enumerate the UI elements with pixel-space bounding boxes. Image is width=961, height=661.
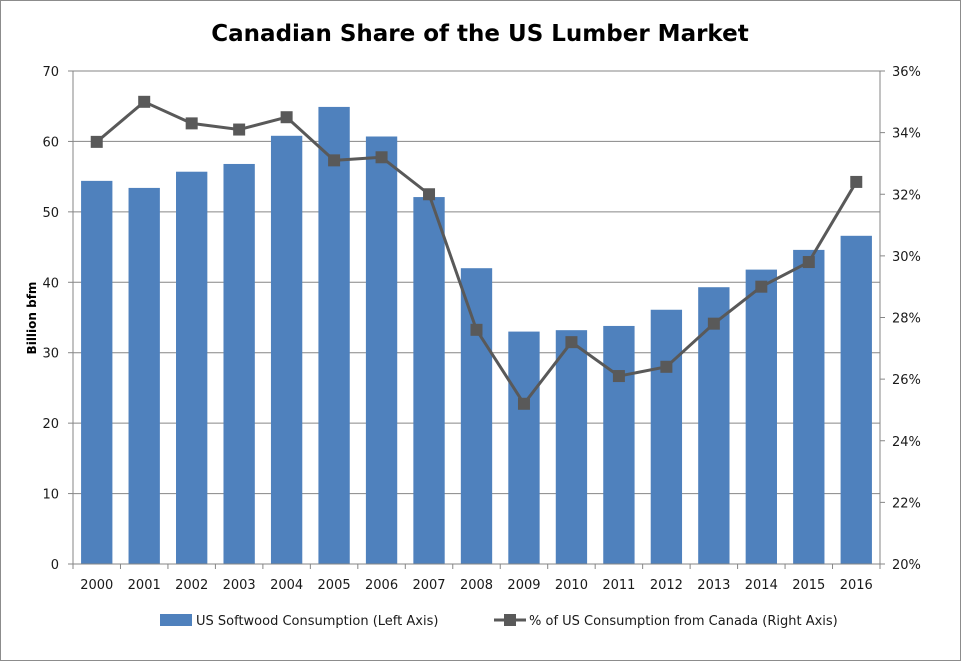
line-marker <box>375 151 388 164</box>
x-tick-label: 2012 <box>650 578 683 593</box>
x-tick-label: 2003 <box>223 578 256 593</box>
left-tick-label: 30 <box>42 347 59 362</box>
legend-item-line: % of US Consumption from Canada (Right A… <box>494 614 838 629</box>
left-tick-label: 20 <box>42 417 59 432</box>
x-tick-label: 2015 <box>792 578 825 593</box>
line-series <box>90 95 863 410</box>
line-marker <box>423 188 436 201</box>
line-marker <box>138 95 151 108</box>
bar <box>270 135 303 564</box>
x-tick-label: 2000 <box>80 578 113 593</box>
left-tick-label: 70 <box>42 65 59 80</box>
right-tick-label: 20% <box>892 558 921 573</box>
bar <box>650 309 683 564</box>
bar <box>413 197 445 564</box>
x-tick-label: 2009 <box>507 578 540 593</box>
bar <box>128 187 160 564</box>
left-tick-label: 60 <box>42 135 59 150</box>
x-tick-label: 2008 <box>460 578 493 593</box>
right-tick-label: 34% <box>892 127 921 142</box>
right-tick-label: 22% <box>892 496 921 511</box>
bar <box>508 331 540 564</box>
x-tick-label: 2007 <box>412 578 445 593</box>
bar <box>460 268 493 564</box>
left-axis-label: Billion bfm <box>25 282 39 355</box>
x-tick-label: 2010 <box>555 578 588 593</box>
right-tick-label: 28% <box>892 312 921 327</box>
legend-label-bars: US Softwood Consumption (Left Axis) <box>196 614 438 629</box>
left-axis-ticks: 0 10 20 30 40 50 60 70 <box>42 65 73 573</box>
bar <box>840 235 872 564</box>
x-tick-label: 2006 <box>365 578 398 593</box>
legend: US Softwood Consumption (Left Axis) % of… <box>160 614 838 629</box>
right-axis-ticks: 20% 22% 24% 26% 28% 30% 32% 34% 36% <box>880 65 921 573</box>
bar <box>365 136 398 564</box>
line-marker <box>280 111 293 124</box>
right-tick-label: 30% <box>892 250 921 265</box>
line-marker <box>517 397 530 410</box>
line-marker <box>612 370 625 383</box>
left-tick-label: 10 <box>42 488 59 503</box>
legend-label-line: % of US Consumption from Canada (Right A… <box>529 614 838 629</box>
legend-swatch-bars <box>160 614 192 626</box>
bar <box>176 171 208 564</box>
right-tick-label: 26% <box>892 373 921 388</box>
line-marker <box>802 256 815 269</box>
line-marker <box>755 280 768 293</box>
line-marker <box>233 123 246 136</box>
bar <box>603 325 635 564</box>
line-marker <box>565 336 578 349</box>
line-marker <box>707 317 720 330</box>
left-tick-label: 40 <box>42 276 59 291</box>
left-tick-label: 0 <box>51 558 59 573</box>
x-tick-label: 2011 <box>602 578 635 593</box>
right-tick-label: 36% <box>892 65 921 80</box>
gridlines <box>73 70 880 495</box>
x-tick-label: 2004 <box>270 578 303 593</box>
legend-item-bars: US Softwood Consumption (Left Axis) <box>160 614 438 629</box>
x-tick-label: 2014 <box>745 578 778 593</box>
bar <box>81 180 113 564</box>
right-tick-label: 24% <box>892 435 921 450</box>
line-marker <box>850 175 863 188</box>
line-marker <box>185 117 198 130</box>
bar-series <box>81 106 872 565</box>
legend-marker-line <box>504 614 516 626</box>
line-marker <box>660 360 673 373</box>
bar <box>745 269 777 564</box>
x-tick-label: 2005 <box>318 578 351 593</box>
bar <box>223 163 255 565</box>
x-tick-label: 2013 <box>697 578 730 593</box>
x-tick-label: 2002 <box>175 578 208 593</box>
x-axis-ticks: 2000 2001 2002 2003 2004 2005 2006 2007 2008 2009… <box>72 564 881 593</box>
line-marker <box>90 135 103 148</box>
x-tick-label: 2001 <box>128 578 161 593</box>
line-marker <box>328 154 341 167</box>
left-tick-label: 50 <box>42 206 59 221</box>
right-tick-label: 32% <box>892 188 921 203</box>
bar <box>555 330 588 564</box>
x-tick-label: 2016 <box>840 578 873 593</box>
line-marker <box>470 323 483 336</box>
bar <box>793 249 825 565</box>
chart-title: Canadian Share of the US Lumber Market <box>211 21 748 47</box>
bar <box>318 106 350 564</box>
